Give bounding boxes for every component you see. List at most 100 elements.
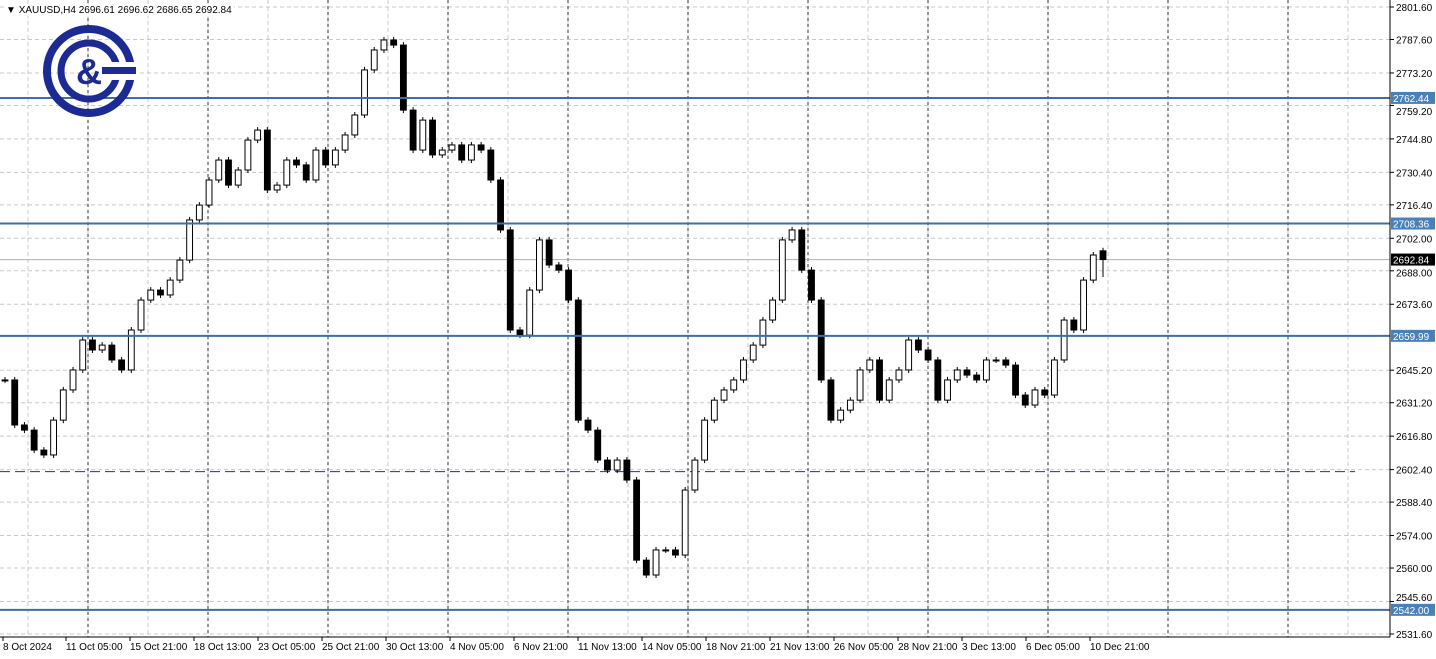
bearish-candle bbox=[1021, 394, 1029, 406]
bullish-candle bbox=[710, 399, 718, 421]
bearish-candle bbox=[11, 379, 19, 426]
y-tick-label: 2730.40 bbox=[1396, 168, 1433, 179]
bearish-candle bbox=[924, 349, 932, 361]
bullish-candle bbox=[380, 39, 388, 51]
bullish-candle bbox=[1031, 389, 1039, 406]
bullish-candle bbox=[438, 149, 446, 156]
svg-text:&: & bbox=[76, 51, 102, 92]
level-label-bg bbox=[1391, 217, 1435, 230]
bullish-candle bbox=[662, 549, 670, 552]
bullish-candle bbox=[283, 159, 291, 186]
bearish-candle bbox=[429, 119, 436, 156]
bullish-candle bbox=[1, 379, 9, 382]
level-label-bg bbox=[1391, 603, 1435, 616]
bearish-candle bbox=[390, 39, 398, 46]
bullish-candle bbox=[448, 144, 456, 151]
bearish-candle bbox=[817, 299, 825, 381]
bullish-candle bbox=[234, 169, 242, 186]
bullish-candle bbox=[419, 119, 427, 151]
level-label: 2762.44 bbox=[1393, 94, 1430, 105]
y-tick-label: 2574.00 bbox=[1396, 532, 1433, 543]
bullish-candle bbox=[254, 129, 262, 141]
bearish-candle bbox=[798, 229, 806, 271]
bearish-candle bbox=[1099, 250, 1107, 261]
y-tick-label: 2602.40 bbox=[1396, 466, 1433, 477]
bearish-candle bbox=[963, 369, 971, 376]
high-value: 2696.62 bbox=[117, 5, 154, 16]
bullish-candle bbox=[186, 219, 194, 261]
level-label: 2708.36 bbox=[1393, 220, 1430, 231]
bullish-candle bbox=[769, 299, 777, 321]
bullish-candle bbox=[273, 184, 281, 191]
bullish-candle bbox=[137, 299, 145, 331]
level-label: 2659.99 bbox=[1393, 332, 1430, 343]
close-value: 2692.84 bbox=[195, 5, 232, 16]
y-tick-label: 2645.20 bbox=[1396, 366, 1433, 377]
bullish-candle bbox=[866, 359, 874, 371]
current-price-label: 2692.84 bbox=[1393, 256, 1430, 267]
bullish-candle bbox=[98, 344, 106, 351]
bullish-candle bbox=[536, 239, 543, 291]
y-tick-label: 2560.00 bbox=[1396, 564, 1433, 575]
level-label-bg bbox=[1391, 329, 1435, 342]
bullish-candle bbox=[759, 319, 767, 346]
bullish-candle bbox=[215, 159, 223, 181]
bearish-candle bbox=[506, 229, 514, 331]
bullish-candle bbox=[205, 179, 213, 206]
bearish-candle bbox=[672, 549, 679, 556]
bullish-candle bbox=[740, 359, 747, 381]
x-tick-label: 26 Nov 05:00 bbox=[834, 642, 894, 653]
x-tick-label: 21 Nov 13:00 bbox=[770, 642, 830, 653]
x-tick-label: 6 Nov 21:00 bbox=[514, 642, 568, 653]
bearish-candle bbox=[808, 269, 815, 301]
bearish-candle bbox=[934, 359, 942, 401]
bullish-candle bbox=[127, 329, 135, 371]
x-tick-label: 30 Oct 13:00 bbox=[386, 642, 444, 653]
bullish-candle bbox=[885, 379, 893, 401]
bearish-candle bbox=[409, 109, 417, 151]
bearish-candle bbox=[487, 149, 495, 181]
bullish-candle bbox=[652, 549, 660, 576]
bearish-candle bbox=[584, 419, 592, 431]
bullish-candle bbox=[992, 359, 1000, 362]
bearish-candle bbox=[458, 144, 466, 161]
x-tick-label: 25 Oct 21:00 bbox=[322, 642, 380, 653]
bullish-candle bbox=[176, 259, 184, 281]
symbol-label: XAUUSD,H4 bbox=[18, 5, 76, 16]
bullish-candle bbox=[788, 229, 796, 241]
y-tick-label: 2773.20 bbox=[1396, 69, 1433, 80]
bullish-candle bbox=[701, 419, 709, 461]
level-label-bg bbox=[1391, 91, 1435, 104]
bearish-candle bbox=[497, 179, 504, 231]
current-price-label-bg bbox=[1391, 253, 1435, 266]
y-tick-label: 2688.00 bbox=[1396, 269, 1433, 280]
bearish-candle bbox=[322, 149, 330, 166]
bullish-candle bbox=[312, 149, 320, 181]
bullish-candle bbox=[166, 279, 174, 296]
bullish-candle bbox=[244, 139, 252, 171]
y-tick-label: 2673.60 bbox=[1396, 300, 1433, 311]
bearish-candle bbox=[89, 339, 96, 351]
bearish-candle bbox=[108, 344, 116, 361]
bearish-candle bbox=[914, 339, 922, 351]
bullish-candle bbox=[467, 144, 475, 161]
bullish-candle bbox=[147, 289, 155, 301]
y-tick-label: 2759.20 bbox=[1396, 107, 1433, 118]
open-value: 2696.61 bbox=[78, 5, 115, 16]
bullish-candle bbox=[982, 359, 990, 381]
x-tick-label: 10 Dec 21:00 bbox=[1090, 642, 1150, 653]
bearish-candle bbox=[1041, 389, 1049, 396]
bearish-candle bbox=[827, 379, 835, 421]
level-label: 2542.00 bbox=[1393, 606, 1430, 617]
bullish-candle bbox=[526, 289, 534, 336]
collapse-triangle-icon[interactable]: ▼ bbox=[6, 5, 16, 16]
bullish-candle bbox=[837, 409, 845, 421]
bullish-candle bbox=[50, 419, 57, 456]
y-tick-label: 2545.60 bbox=[1396, 593, 1433, 604]
y-tick-label: 2531.60 bbox=[1396, 630, 1433, 641]
bearish-candle bbox=[973, 374, 981, 381]
y-tick-label: 2588.40 bbox=[1396, 498, 1433, 509]
bearish-candle bbox=[604, 459, 611, 471]
